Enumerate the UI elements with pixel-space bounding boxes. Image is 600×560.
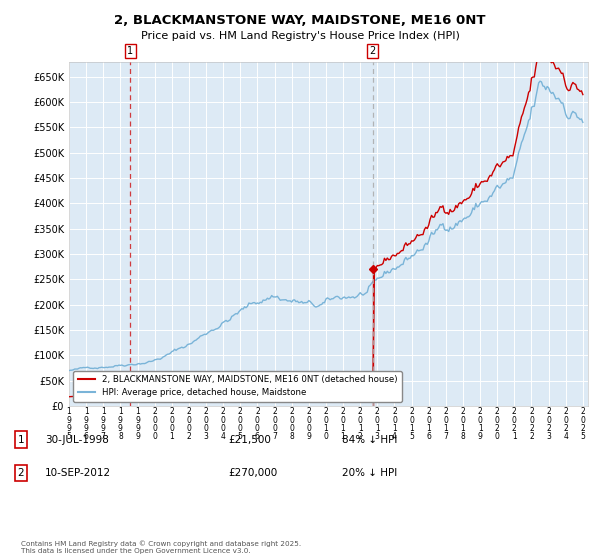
Text: 2: 2 — [17, 468, 25, 478]
Text: 20% ↓ HPI: 20% ↓ HPI — [342, 468, 397, 478]
Text: 1: 1 — [127, 46, 133, 56]
Text: 30-JUL-1998: 30-JUL-1998 — [45, 435, 109, 445]
Text: Price paid vs. HM Land Registry's House Price Index (HPI): Price paid vs. HM Land Registry's House … — [140, 31, 460, 41]
Text: 84% ↓ HPI: 84% ↓ HPI — [342, 435, 397, 445]
Text: Contains HM Land Registry data © Crown copyright and database right 2025.
This d: Contains HM Land Registry data © Crown c… — [21, 541, 301, 554]
Text: 1: 1 — [17, 435, 25, 445]
Text: £270,000: £270,000 — [228, 468, 277, 478]
Text: 2: 2 — [370, 46, 376, 56]
Text: 10-SEP-2012: 10-SEP-2012 — [45, 468, 111, 478]
Text: 2, BLACKMANSTONE WAY, MAIDSTONE, ME16 0NT: 2, BLACKMANSTONE WAY, MAIDSTONE, ME16 0N… — [114, 14, 486, 27]
Legend: 2, BLACKMANSTONE WAY, MAIDSTONE, ME16 0NT (detached house), HPI: Average price, : 2, BLACKMANSTONE WAY, MAIDSTONE, ME16 0N… — [73, 371, 401, 402]
Text: £21,500: £21,500 — [228, 435, 271, 445]
